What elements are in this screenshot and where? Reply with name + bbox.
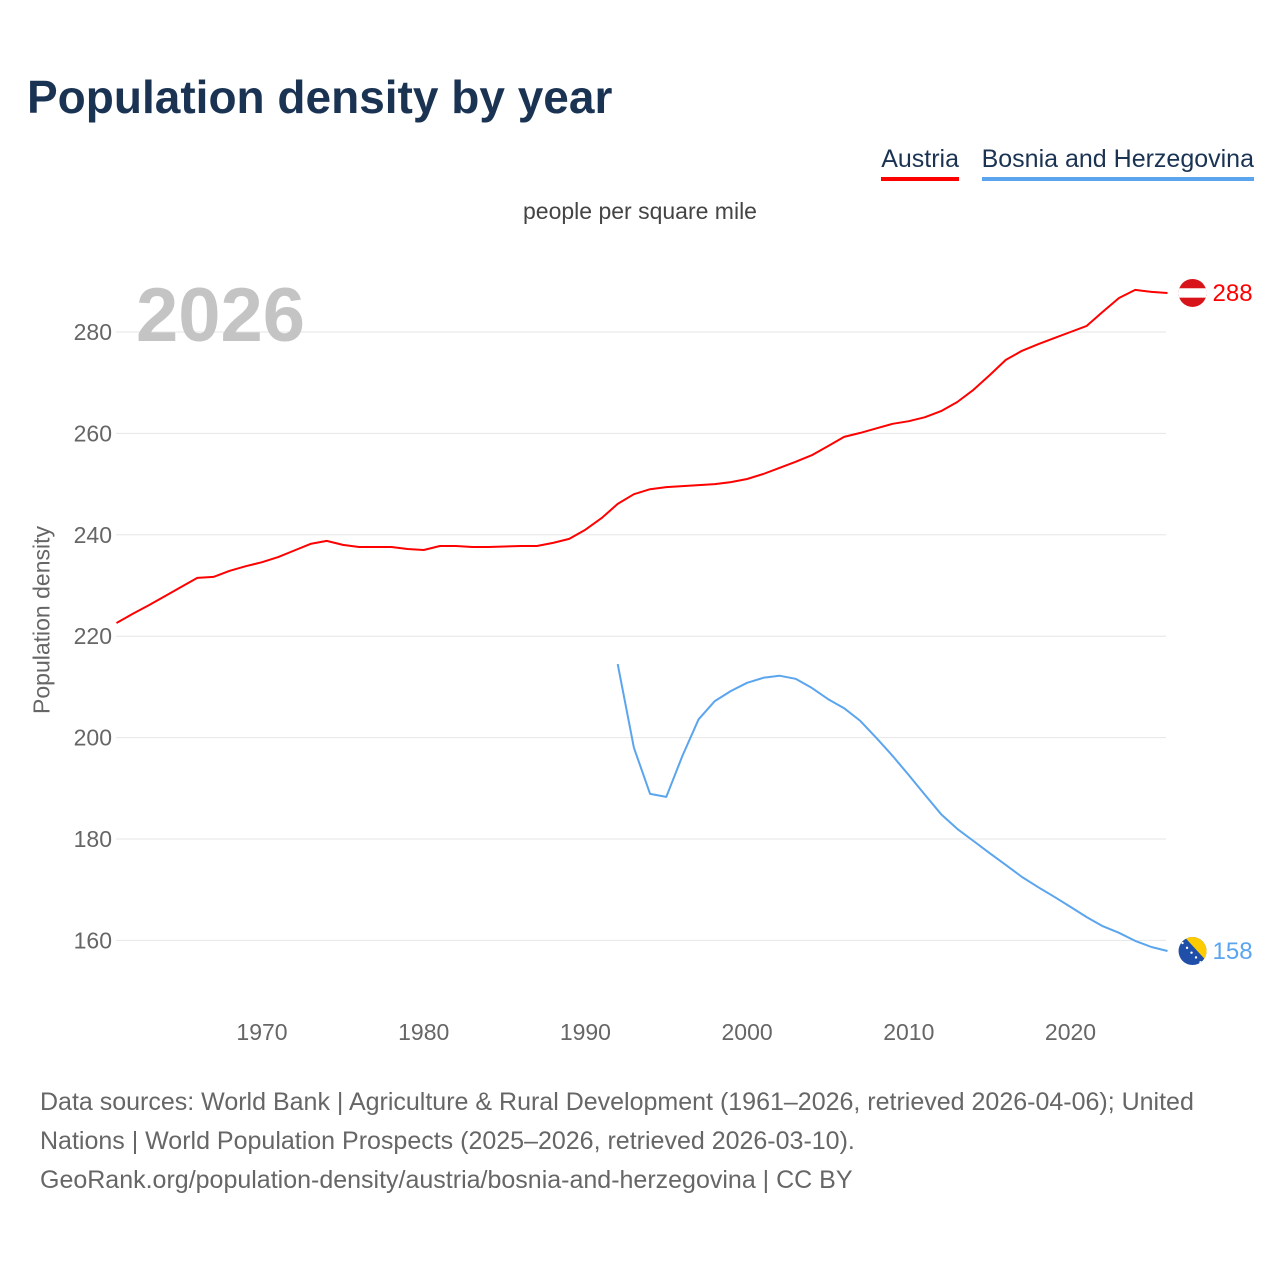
x-tick-label: 1970 <box>236 1019 287 1045</box>
legend-item-bosnia[interactable]: Bosnia and Herzegovina <box>981 145 1254 181</box>
x-tick-label: 2020 <box>1045 1019 1096 1045</box>
flag-star <box>1190 951 1193 954</box>
flag-star <box>1181 941 1184 945</box>
flag-body <box>1178 278 1207 307</box>
bosnia-flag-icon <box>1178 937 1207 966</box>
year-watermark: 2026 <box>136 273 306 358</box>
flag-body <box>1178 937 1207 966</box>
flag-star <box>1185 946 1189 950</box>
x-tick-label: 1980 <box>398 1019 449 1045</box>
y-tick-label: 260 <box>74 420 112 446</box>
source-url[interactable]: GeoRank.org/population-density/austria/b… <box>40 1166 853 1194</box>
austria-flag-icon <box>1178 278 1207 307</box>
flag-triangle <box>1184 937 1207 962</box>
flag-white <box>1178 288 1207 298</box>
series-line-bosnia <box>616 663 1168 952</box>
chart-title: Population density by year <box>27 71 613 123</box>
y-tick-label: 200 <box>74 725 112 751</box>
y-tick-label: 160 <box>74 927 112 953</box>
chart-subtitle: people per square mile <box>523 198 757 224</box>
x-tick-label: 2010 <box>883 1019 934 1045</box>
y-tick-label: 180 <box>74 826 112 852</box>
flag-star <box>1199 961 1202 964</box>
end-value-label: 158 <box>1213 938 1253 965</box>
source-text: Data sources: World Bank | Agriculture &… <box>40 1088 1194 1155</box>
end-value-label: 288 <box>1213 280 1253 307</box>
source-note: Data sources: World Bank | Agriculture &… <box>40 1083 1250 1200</box>
y-tick-label: 280 <box>74 319 112 345</box>
x-tick-label: 2000 <box>722 1019 773 1045</box>
y-tick-label: 220 <box>74 623 112 649</box>
legend-item-austria[interactable]: Austria <box>881 145 959 181</box>
x-tick-label: 1990 <box>560 1019 611 1045</box>
flag-star <box>1194 956 1198 959</box>
y-tick-label: 240 <box>74 522 112 548</box>
series-line-austria <box>116 288 1168 624</box>
